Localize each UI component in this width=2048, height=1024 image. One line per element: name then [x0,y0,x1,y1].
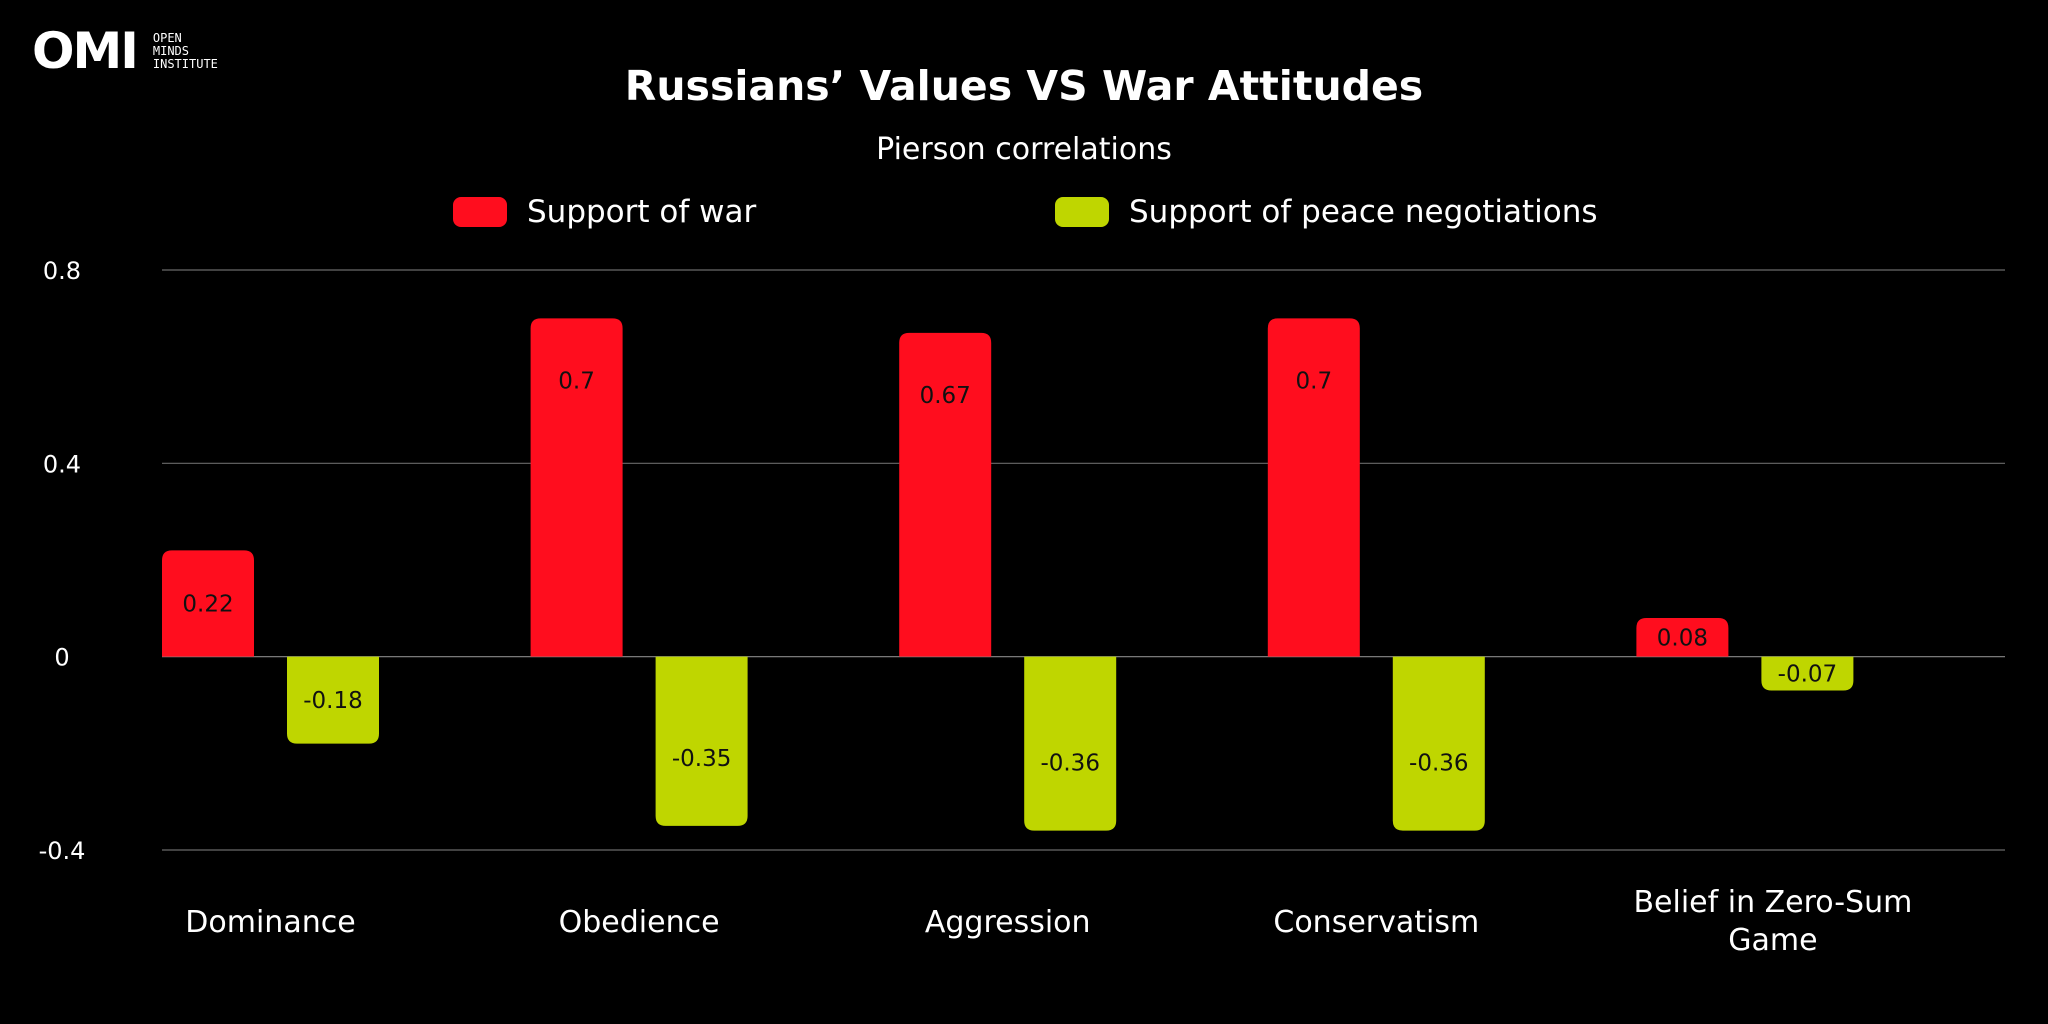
data-label: -0.35 [672,746,732,772]
y-tick-label: 0.4 [43,450,81,478]
logo-line-institute: INSTITUTE [152,56,218,71]
category-label: Aggression [925,905,1091,940]
category-label: Game [1728,923,1817,958]
category-label: Belief in Zero-Sum [1633,885,1912,920]
chart-legend: Support of war Support of peace negotiat… [0,194,2048,234]
bar [162,550,254,657]
bar [287,656,379,744]
legend-item-support-of-war: Support of war [453,194,756,230]
legend-swatch-support-of-war [453,197,507,227]
bar [1761,656,1854,691]
chart-subtitle: Pierson correlations [876,132,1172,167]
bar [899,332,992,657]
data-label: 0.7 [558,368,595,394]
data-label: -0.36 [1409,751,1469,777]
legend-label-support-of-peace: Support of peace negotiations [1129,194,1598,230]
data-label: 0.22 [182,592,233,618]
logo-line-open: OPEN [152,30,182,45]
bar [655,656,748,826]
category-label: Dominance [185,905,355,940]
bar [1392,656,1485,831]
data-label: -0.18 [303,688,363,714]
data-label: -0.07 [1778,662,1838,688]
bar [1024,656,1117,831]
data-label: 0.7 [1296,368,1333,394]
data-label: 0.67 [920,383,971,409]
data-label: 0.08 [1657,625,1708,651]
legend-item-support-of-peace: Support of peace negotiations [1055,194,1598,230]
chart-title: Russians’ Values VS War Attitudes [624,62,1424,110]
logo-line-minds: MINDS [152,43,189,58]
legend-swatch-support-of-peace [1055,197,1109,227]
bar [1636,618,1729,657]
y-tick-label: 0 [54,644,69,672]
data-label: -0.36 [1040,751,1100,777]
omi-logo: OMI OPEN MINDS INSTITUTE [32,26,218,76]
category-label: Conservatism [1273,905,1479,940]
logo-wordmark: OPEN MINDS INSTITUTE [152,30,218,71]
y-tick-label: -0.4 [39,837,86,865]
y-tick-label: 0.8 [43,257,81,285]
bar [1267,318,1360,657]
bar [530,318,623,657]
category-label: Obedience [559,905,720,940]
legend-label-support-of-war: Support of war [527,194,757,230]
logo-mark: OMI [32,22,139,80]
